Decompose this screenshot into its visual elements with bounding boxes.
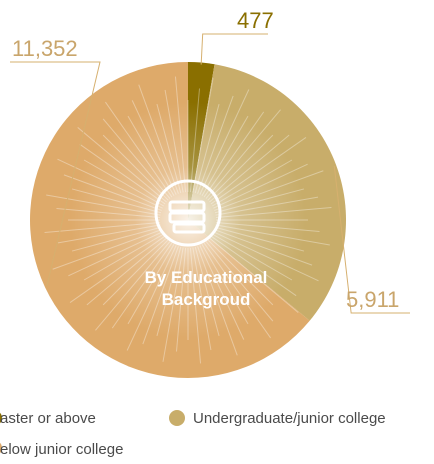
leader-line (333, 165, 410, 314)
data-label: 11,352 (12, 36, 78, 61)
legend-label: Undergraduate/junior college (193, 410, 386, 427)
chart-title-line-2: Backgroud (162, 290, 251, 309)
chart-title-line-1: By Educational (145, 268, 268, 287)
value-callouts: 477 5,911 11,352 (10, 8, 410, 314)
legend-item: Undergraduate/junior college (169, 410, 386, 427)
leader-line (200, 33, 268, 65)
legend-item: aster or above (0, 410, 96, 427)
leader-line (10, 61, 101, 287)
books-icon (154, 179, 222, 247)
legend-label: aster or above (0, 410, 96, 427)
data-label: 477 (237, 8, 274, 33)
legend-swatch (0, 412, 2, 424)
legend-item: elow junior college (0, 441, 123, 458)
center-glow (70, 102, 306, 338)
legend-swatch (0, 442, 2, 454)
legend-label: elow junior college (0, 441, 123, 458)
legend-swatch (169, 410, 185, 426)
legend: aster or above Undergraduate/junior coll… (0, 410, 386, 458)
data-label: 5,911 (346, 287, 399, 312)
